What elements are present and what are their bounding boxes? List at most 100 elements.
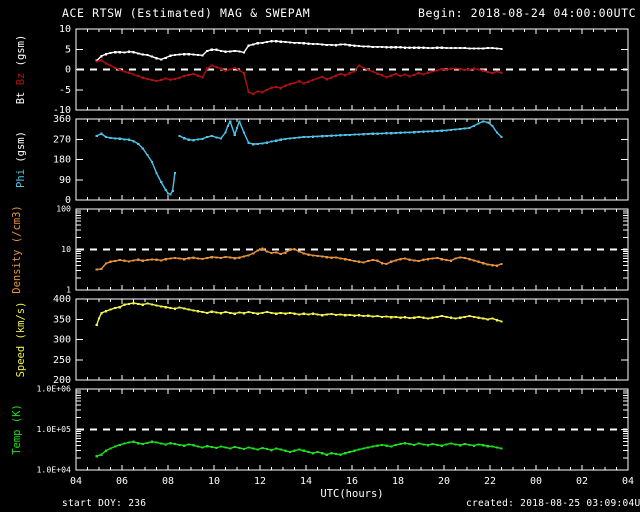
data-line	[110, 307, 116, 311]
data-line	[133, 259, 139, 262]
data-line	[400, 73, 406, 77]
y-tick-label: 270	[53, 134, 71, 145]
y-tick-label: 360	[53, 114, 71, 125]
data-line	[266, 87, 272, 91]
data-line	[262, 41, 268, 44]
data-point	[95, 323, 98, 327]
data-line	[179, 135, 185, 139]
y-axis-label: Phi (gsm)	[15, 131, 27, 188]
data-line	[335, 453, 341, 456]
x-tick-label: 10	[208, 476, 220, 487]
data-line	[239, 255, 245, 259]
data-line	[441, 68, 447, 71]
data-line	[413, 442, 419, 446]
data-line	[142, 259, 148, 262]
y-axis-label-part: Bt	[15, 92, 27, 105]
data-line	[423, 258, 428, 261]
data-line	[211, 446, 217, 449]
data-line	[372, 259, 378, 262]
data-line	[473, 68, 479, 71]
data-line	[252, 90, 259, 95]
data-line	[367, 314, 373, 318]
data-line	[128, 259, 134, 263]
data-line	[395, 258, 401, 262]
data-line	[151, 161, 158, 174]
data-point	[201, 76, 204, 79]
data-line	[450, 442, 456, 446]
y-tick-label: 10	[61, 244, 71, 254]
data-line	[110, 51, 116, 54]
data-line	[280, 85, 286, 89]
data-line	[280, 138, 286, 141]
data-line	[174, 76, 180, 80]
data-line	[224, 125, 229, 133]
data-line	[160, 181, 167, 191]
data-line	[174, 443, 180, 446]
data-line	[386, 444, 392, 448]
data-line	[441, 315, 447, 318]
data-line	[216, 256, 221, 259]
data-line	[492, 70, 498, 74]
data-line	[197, 310, 203, 313]
data-line	[147, 441, 153, 444]
data-line	[294, 248, 300, 252]
data-line	[349, 259, 355, 262]
data-line	[229, 446, 235, 450]
data-line	[441, 258, 447, 261]
data-line	[248, 141, 254, 145]
data-line	[142, 76, 148, 80]
data-line	[432, 443, 438, 446]
y-tick-label: -10	[53, 105, 71, 116]
data-line	[262, 311, 268, 314]
data-line	[128, 139, 134, 142]
x-tick-label: 08	[162, 476, 174, 487]
data-line	[344, 451, 350, 454]
data-line	[239, 311, 245, 314]
x-tick-label: 12	[254, 476, 266, 487]
data-line	[160, 305, 166, 308]
data-point	[500, 71, 503, 74]
data-line	[413, 316, 419, 319]
data-point	[233, 133, 236, 136]
data-line	[418, 259, 424, 262]
data-line	[478, 261, 484, 264]
data-line	[446, 68, 452, 71]
data-line	[151, 79, 157, 82]
data-line	[119, 259, 125, 262]
data-line	[377, 315, 383, 318]
data-line	[308, 253, 314, 256]
data-line	[363, 446, 369, 450]
data-line	[436, 257, 442, 260]
data-line	[229, 312, 235, 315]
x-tick-label: 04	[622, 476, 634, 487]
data-line	[344, 258, 350, 261]
data-line	[174, 257, 180, 260]
data-line	[478, 68, 484, 72]
data-line	[257, 447, 263, 451]
data-line	[358, 447, 364, 451]
y-tick-label: 5	[65, 44, 71, 55]
data-line	[114, 67, 120, 71]
data-line	[261, 248, 268, 252]
data-line	[266, 140, 272, 144]
data-line	[363, 67, 369, 71]
data-line	[317, 76, 323, 80]
data-line	[446, 259, 451, 262]
data-line	[188, 73, 194, 76]
data-line	[151, 303, 157, 307]
data-line	[303, 252, 309, 256]
data-line	[418, 316, 424, 319]
panel-frame	[75, 118, 629, 201]
y-axis-label: Bt Bz (gsm)	[15, 35, 27, 105]
y-tick-label: 200	[53, 375, 71, 386]
data-line	[455, 316, 461, 320]
data-line	[354, 448, 360, 452]
data-line	[312, 312, 318, 316]
data-line	[400, 257, 405, 260]
data-line	[326, 452, 332, 456]
data-line	[298, 80, 304, 84]
data-line	[469, 68, 475, 71]
data-line	[174, 306, 180, 310]
data-line	[234, 311, 240, 315]
data-line	[285, 312, 291, 315]
